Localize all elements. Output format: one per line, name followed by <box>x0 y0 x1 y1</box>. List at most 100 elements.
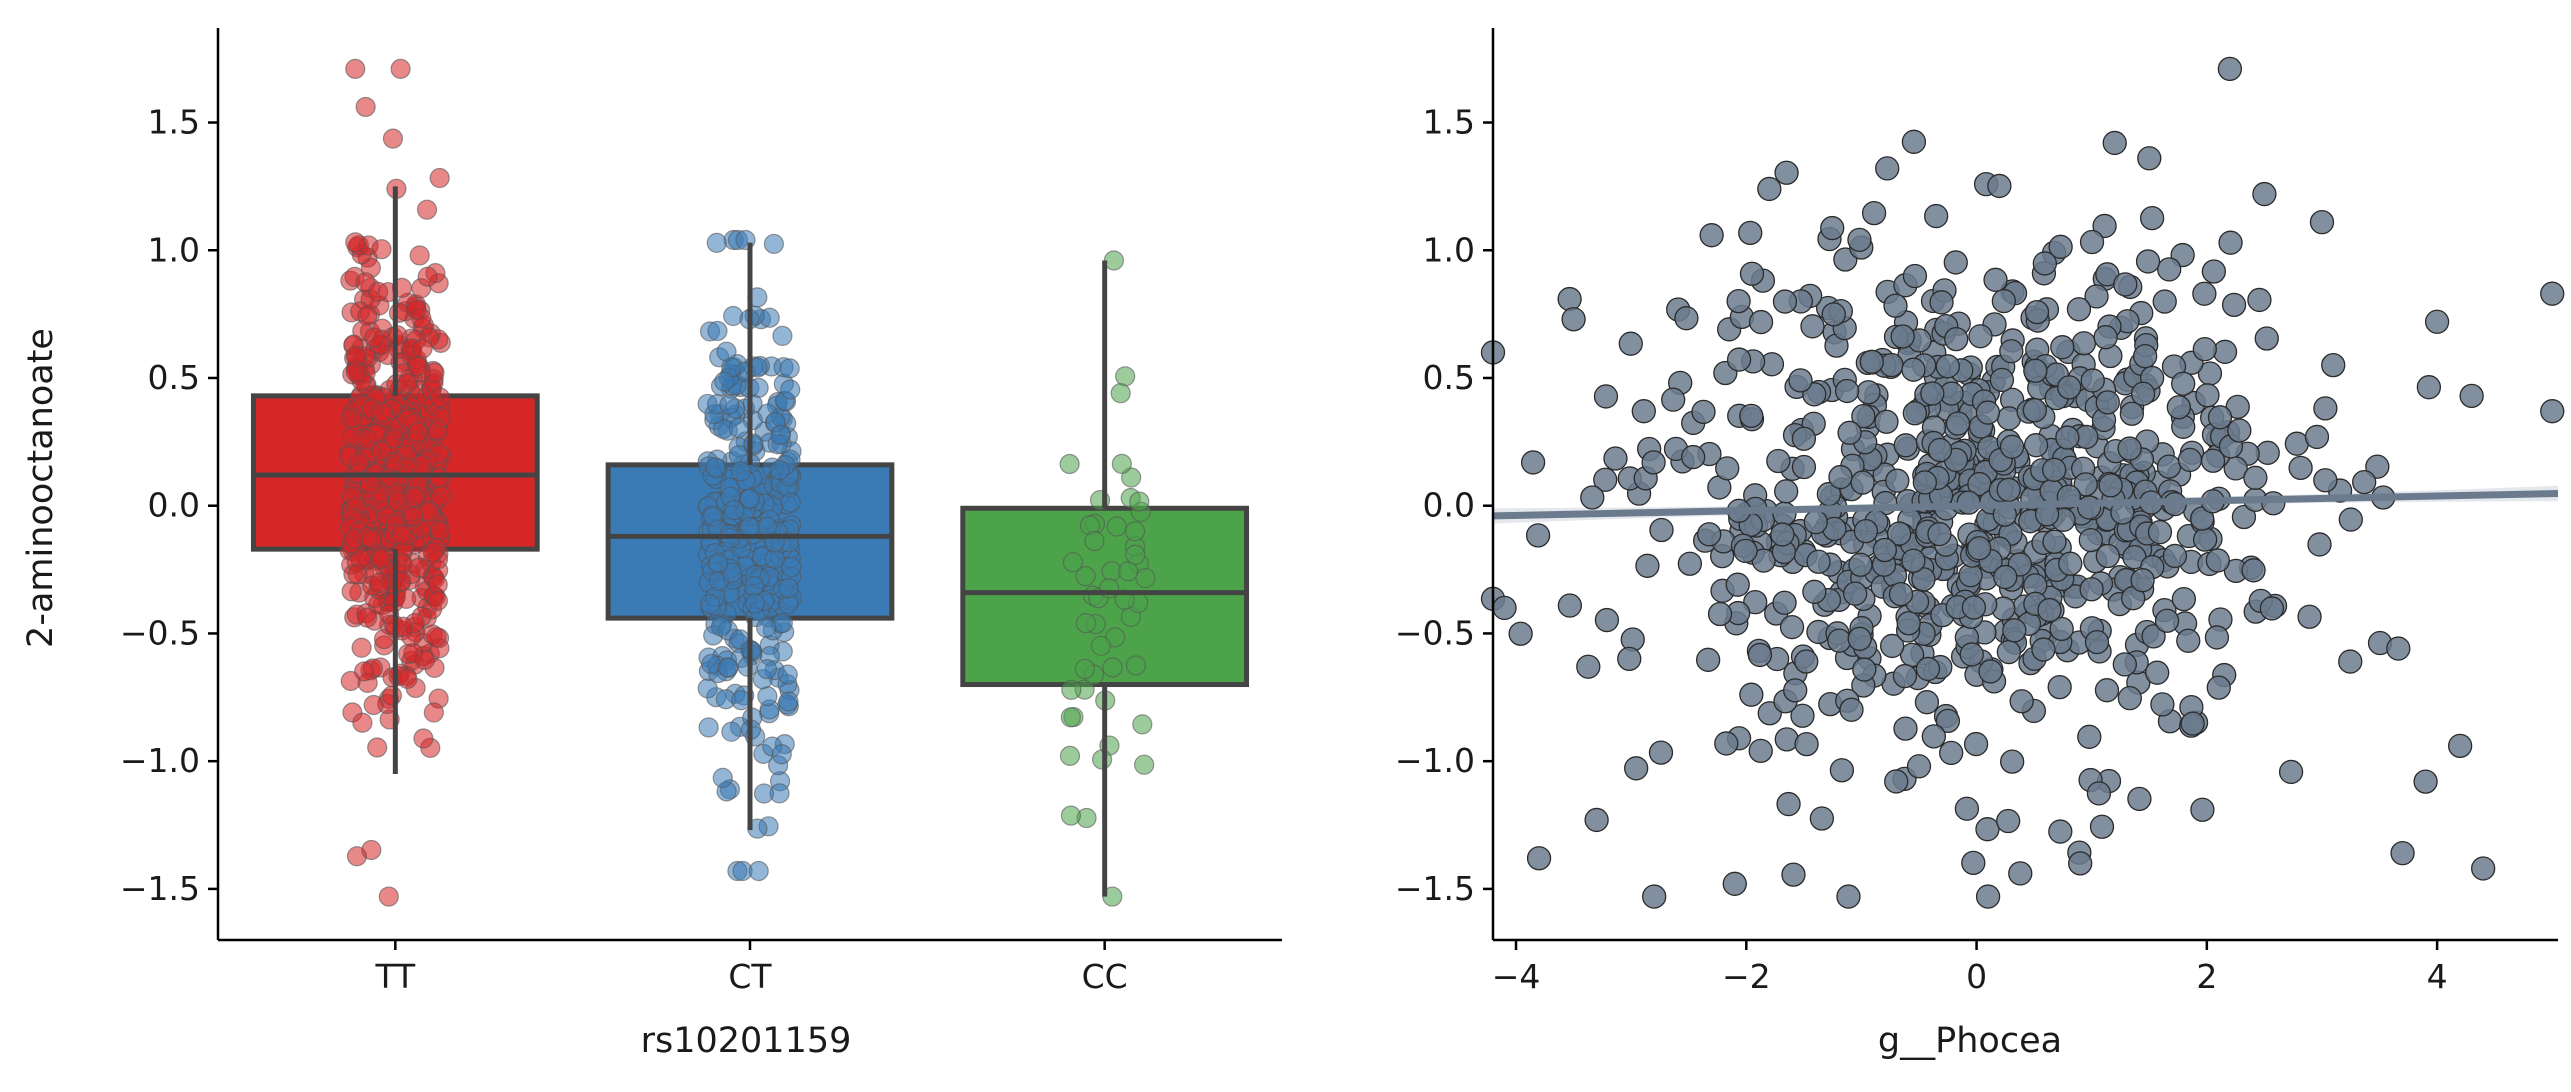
scatter-point <box>1557 593 1583 618</box>
scatter-point <box>1959 642 1984 667</box>
scatter-point <box>2204 625 2230 650</box>
strip-point-TT <box>391 524 412 545</box>
scatter-point <box>1770 522 1795 547</box>
strip-point-CT <box>714 371 735 392</box>
scatter-point <box>2130 381 2156 406</box>
scatter-point <box>1757 176 1782 202</box>
y-tick-label: 0.5 <box>148 358 200 397</box>
scatter-point <box>1847 626 1872 651</box>
scatter-point <box>1989 367 2015 393</box>
scatter-point <box>2093 325 2118 350</box>
strip-point-CT <box>710 616 732 637</box>
scatter-point <box>1879 633 1905 659</box>
scatter-point <box>1968 324 1993 349</box>
scatter-point <box>2150 692 2175 717</box>
scatter-point <box>2084 629 2110 655</box>
strip-point-TT <box>406 299 427 320</box>
strip-point-CT <box>705 457 726 478</box>
scatter-point <box>1802 579 1827 604</box>
scatter-point <box>2447 733 2473 758</box>
scatter-point <box>2309 210 2335 235</box>
strip-point-TT <box>416 199 438 220</box>
scatter-point <box>2166 395 2191 420</box>
scatter-point <box>1695 647 1721 672</box>
strip-point-CT <box>780 492 801 513</box>
strip-point-CT <box>753 783 775 804</box>
scatter-point <box>2192 527 2218 552</box>
scatter-point <box>1906 754 1932 779</box>
scatter-point <box>2261 491 2286 516</box>
scatter-point <box>1748 309 1774 335</box>
scatter-point <box>1492 595 1517 621</box>
scatter-point <box>2171 586 2197 612</box>
scatter-point <box>2042 457 2067 482</box>
scatter-point <box>1856 380 1881 405</box>
y-tick-label: 1.0 <box>148 230 200 269</box>
strip-point-TT <box>430 485 452 507</box>
scatter-point <box>1827 628 1852 653</box>
y-tick-label: −1.5 <box>1395 869 1475 908</box>
strip-point-CT <box>757 686 778 707</box>
scatter-point <box>1996 477 2021 502</box>
scatter-point <box>1772 501 1797 526</box>
strip-point-CC <box>1061 679 1082 700</box>
strip-point-TT <box>378 886 399 907</box>
scatter-point <box>2117 686 2142 711</box>
scatter-point <box>1885 468 1910 493</box>
strip-point-CC <box>1106 516 1127 537</box>
scatter-point <box>1699 223 1724 248</box>
x-axis-label: g__Phocea <box>1878 1021 2062 1061</box>
scatter-point <box>1978 659 2003 684</box>
scatter-point <box>1525 523 1551 548</box>
scatter-point <box>2137 146 2162 171</box>
strip-point-CT <box>697 678 718 699</box>
scatter-point <box>1963 731 1989 757</box>
scatter-point <box>2171 371 2196 396</box>
scatter-point <box>1781 862 1806 887</box>
scatter-point <box>2152 289 2177 314</box>
scatter-point <box>1722 871 1747 896</box>
scatter-point <box>2047 674 2072 700</box>
strip-point-CT <box>756 617 777 638</box>
scatter-point <box>2141 624 2166 649</box>
scatter-point <box>2459 383 2484 409</box>
strip-point-TT <box>413 728 434 749</box>
scatter-point <box>1739 261 1765 286</box>
strip-point-CC <box>1090 635 1112 656</box>
scatter-point <box>2147 519 2173 545</box>
scatter-point <box>2180 711 2205 736</box>
strip-point-CT <box>778 691 799 712</box>
scatter-point <box>1902 263 1928 289</box>
strip-point-TT <box>429 167 450 189</box>
scatter-point <box>1975 817 2000 842</box>
scatter-point <box>1828 464 1853 490</box>
scatter-point <box>1996 808 2021 834</box>
scatter-point <box>2217 56 2243 82</box>
strip-point-TT <box>397 373 418 394</box>
strip-point-CT <box>698 717 719 738</box>
strip-point-CT <box>701 653 722 675</box>
scatter-point <box>1836 884 1861 909</box>
scatter-point <box>2365 454 2390 479</box>
strip-point-TT <box>345 58 366 79</box>
scatter-point <box>2055 425 2080 450</box>
strip-point-CT <box>744 593 765 614</box>
scatter-point <box>1915 656 1941 682</box>
scatter-point <box>1691 399 1716 424</box>
strip-point-CT <box>781 556 802 578</box>
scatter-point <box>2071 331 2097 356</box>
scatter-point <box>2145 660 2170 685</box>
scatter-point <box>1697 522 1722 547</box>
strip-point-CT <box>756 659 778 680</box>
left-axes: −1.5 −1.0 −0.5 0.0 0.5 1.0 1.5 TT CT CC <box>120 28 1282 996</box>
scatter-point <box>2200 448 2226 473</box>
scatter-point <box>1893 716 1918 741</box>
strip-point-CC <box>1125 655 1147 676</box>
strip-point-CC <box>1111 453 1132 474</box>
scatter-point <box>1943 250 1968 275</box>
scatter-point <box>2042 529 2067 554</box>
scatter-point <box>1983 267 2008 292</box>
x-axis-label: rs10201159 <box>641 1021 852 1061</box>
scatter-point <box>1847 227 1872 252</box>
